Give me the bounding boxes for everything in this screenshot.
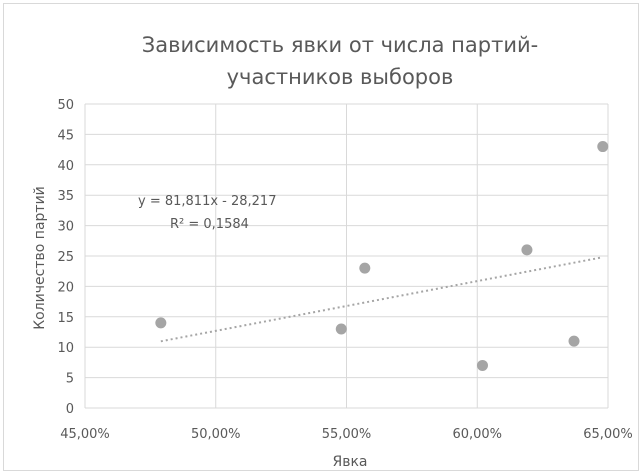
y-tick-label: 45 (57, 128, 74, 143)
y-tick-label: 50 (57, 98, 74, 113)
y-tick-label: 40 (57, 159, 74, 174)
grid-lines (85, 104, 608, 408)
y-tick-label: 25 (57, 250, 74, 265)
chart-title-line1: Зависимость явки от числа партий- (142, 33, 538, 57)
scatter-chart: Зависимость явки от числа партий- участн… (4, 4, 640, 472)
data-point-1 (336, 323, 347, 334)
y-tick-labels: 0 5 10 15 20 25 30 35 40 45 50 (57, 98, 74, 417)
y-axis-label: Количество партий (32, 186, 48, 330)
x-tick-label: 60,00% (452, 427, 502, 442)
data-point-5 (569, 336, 580, 347)
trendline-r-squared: R² = 0,1584 (170, 217, 249, 232)
data-point-0 (155, 317, 166, 328)
trendline-layer (161, 257, 603, 341)
x-tick-label: 55,00% (322, 427, 372, 442)
y-tick-label: 0 (66, 402, 74, 417)
y-tick-label: 5 (66, 372, 74, 387)
y-tick-label: 10 (57, 341, 74, 356)
x-axis-label: Явка (332, 454, 367, 470)
x-tick-labels: 45,00% 50,00% 55,00% 60,00% 65,00% (60, 427, 633, 442)
y-tick-label: 15 (57, 311, 74, 326)
trendline (161, 257, 603, 341)
chart-title-line2: участников выборов (227, 65, 454, 89)
y-tick-label: 20 (57, 280, 74, 295)
data-point-2 (359, 263, 370, 274)
data-point-6 (597, 141, 608, 152)
trendline-equation: y = 81,811x - 28,217 (138, 194, 276, 209)
chart-frame: Зависимость явки от числа партий- участн… (3, 3, 639, 471)
y-tick-label: 35 (57, 189, 74, 204)
x-tick-label: 45,00% (60, 427, 110, 442)
x-tick-label: 50,00% (191, 427, 241, 442)
data-point-3 (477, 360, 488, 371)
y-tick-label: 30 (57, 220, 74, 235)
x-tick-label: 65,00% (583, 427, 633, 442)
data-point-4 (521, 244, 532, 255)
